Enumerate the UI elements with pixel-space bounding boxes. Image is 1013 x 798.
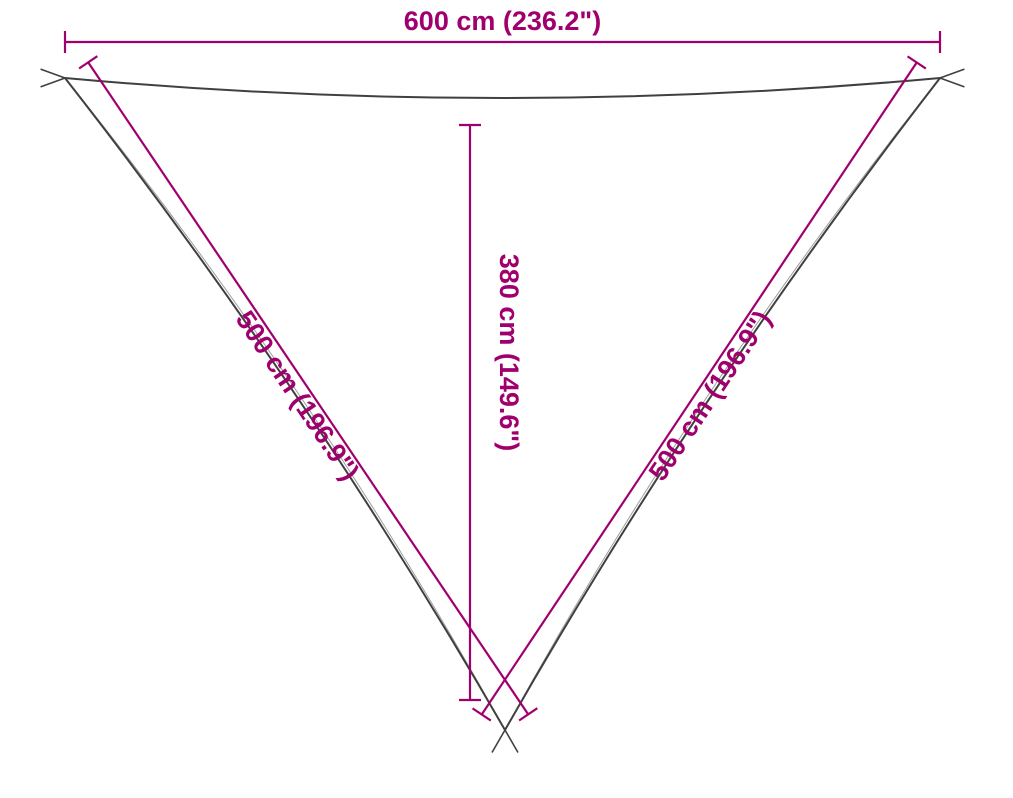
dim-tick [519,708,537,720]
anchor-mark [940,69,964,78]
dim-tick [79,56,97,68]
sail-edge-top [65,78,940,98]
dim-label-height: 380 cm (149.6") [494,254,524,451]
anchor-mark [41,78,65,87]
anchor-mark [41,69,65,78]
anchor-mark [492,730,505,753]
dim-label-left: 500 cm (196.9") [230,305,365,485]
anchor-mark [940,78,964,87]
dim-label-top: 600 cm (236.2") [404,6,601,36]
dim-tick [473,708,491,720]
dim-tick [908,56,926,68]
dim-label-right: 500 cm (196.9") [643,305,778,486]
anchor-mark [505,730,518,753]
